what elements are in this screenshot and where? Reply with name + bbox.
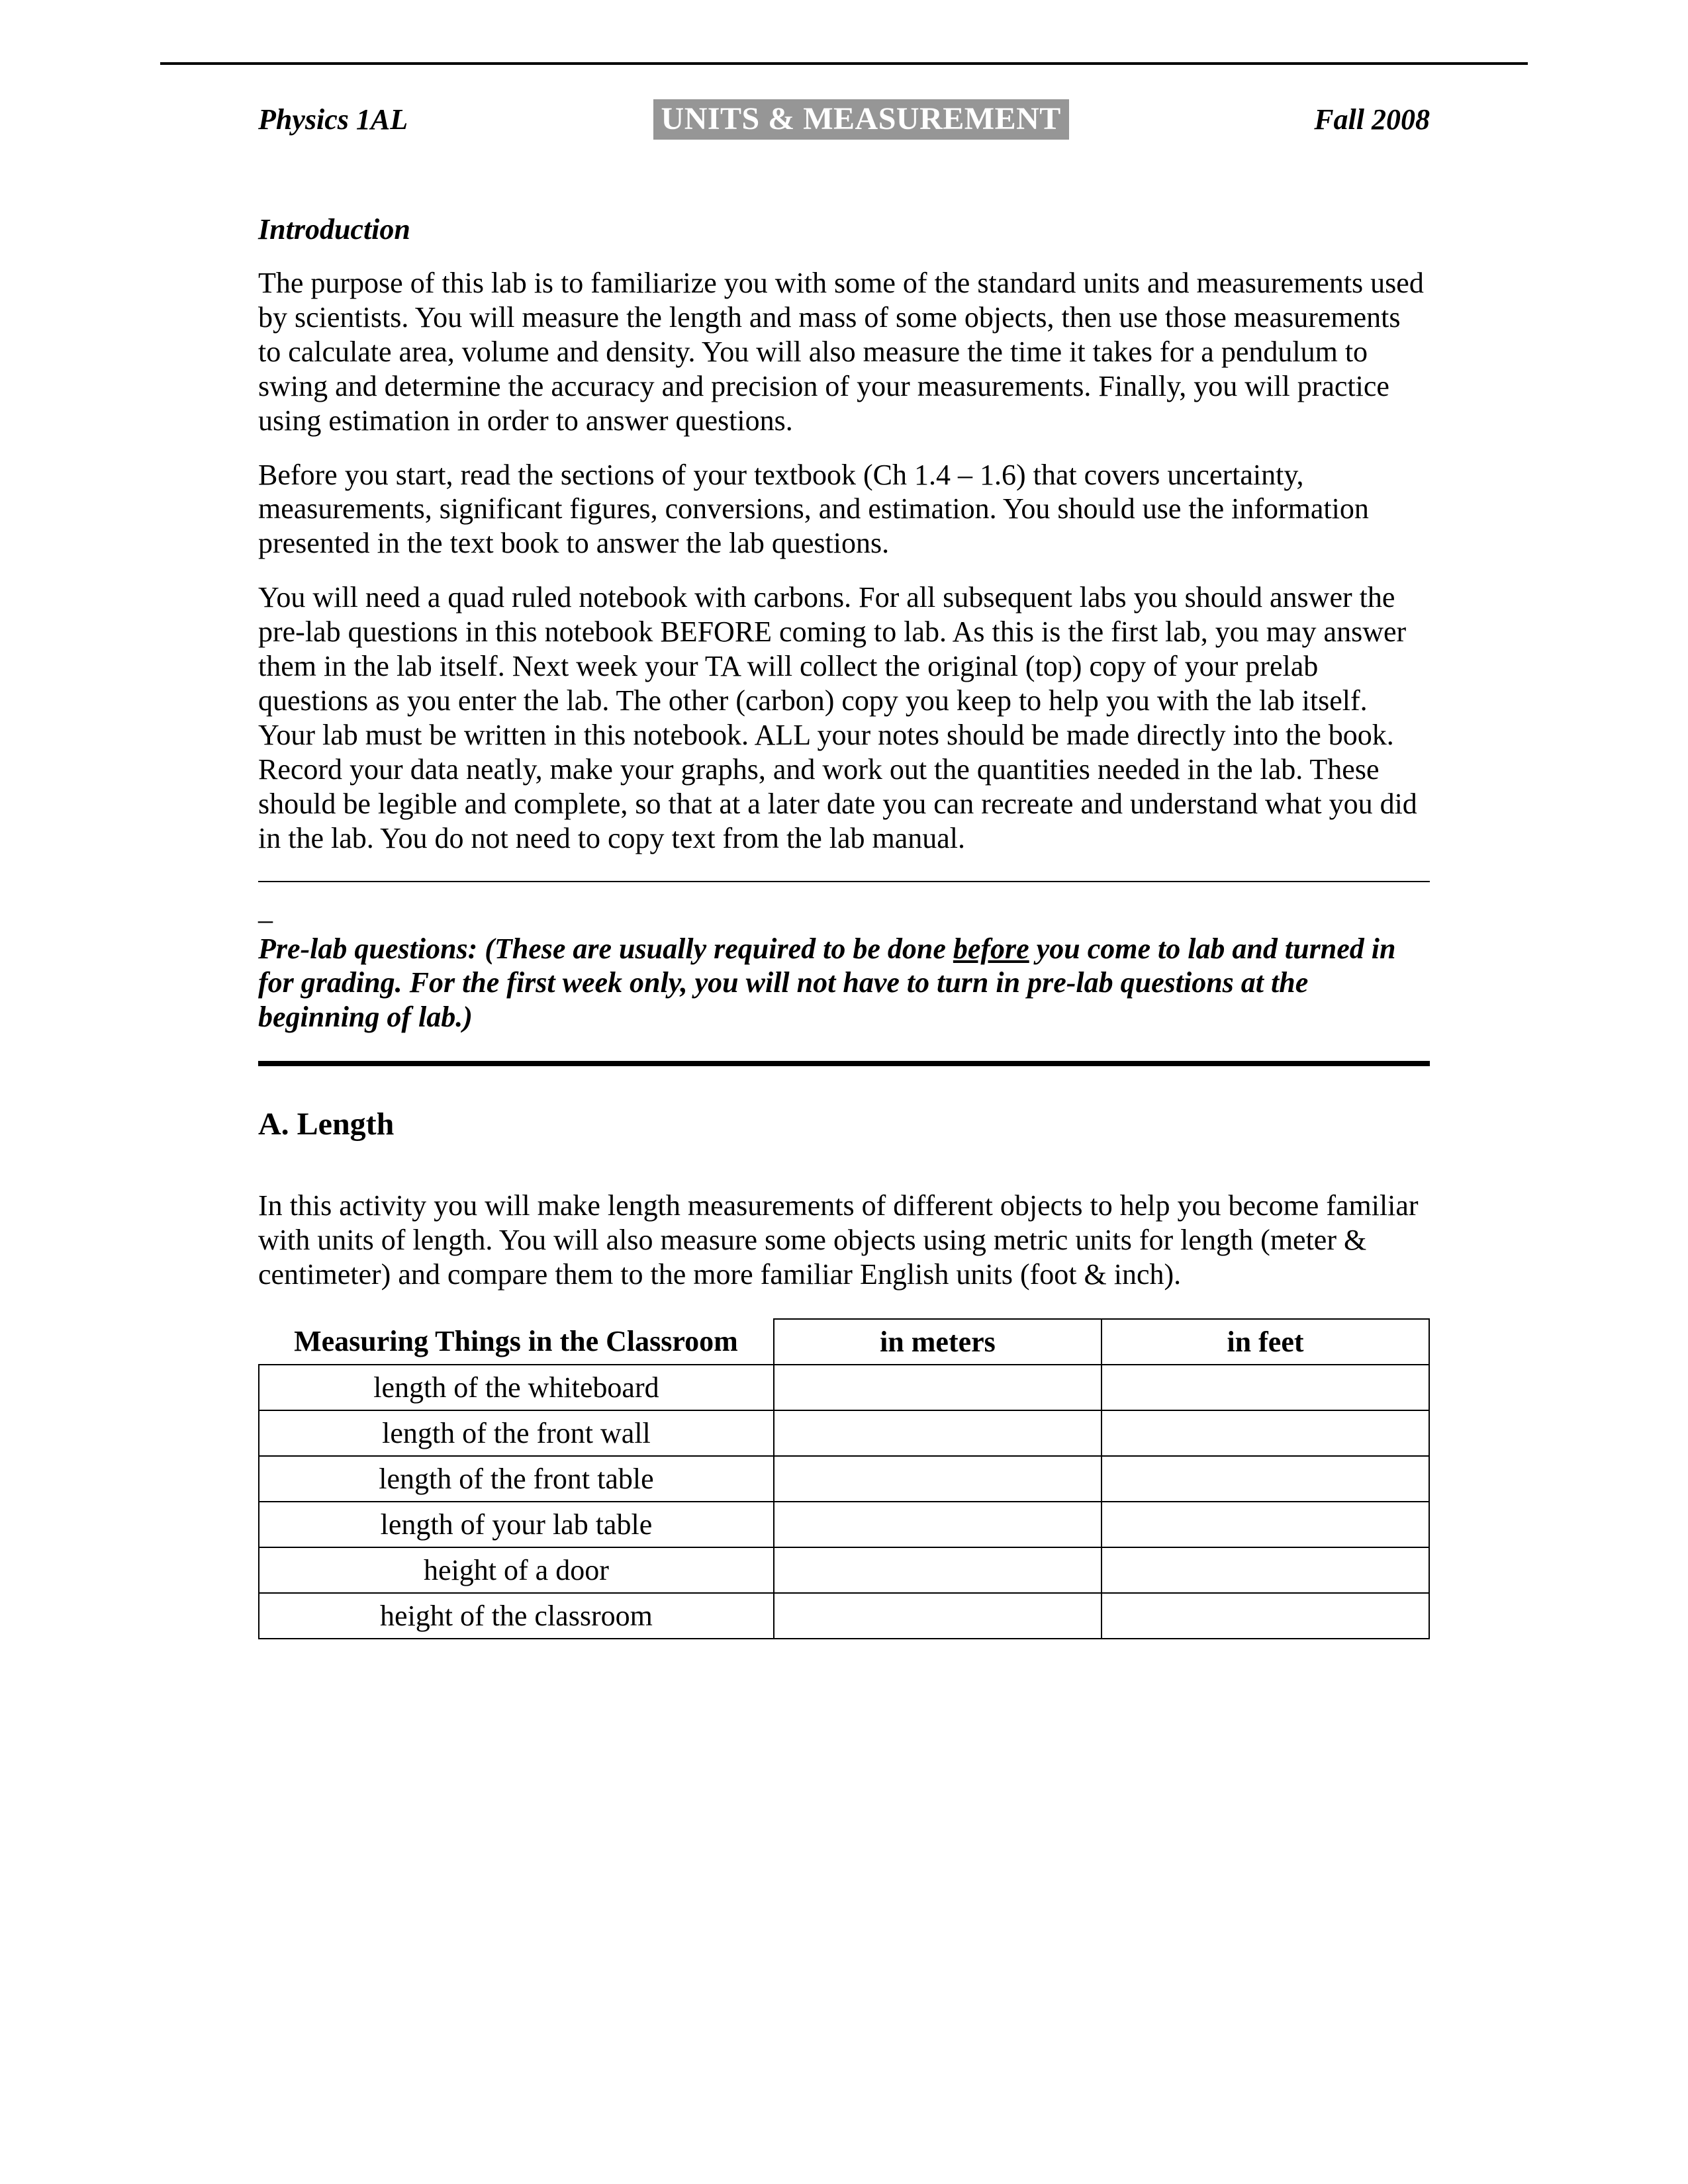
table-cell	[1102, 1456, 1429, 1502]
table-cell	[1102, 1593, 1429, 1639]
table-header-0: Measuring Things in the Classroom	[259, 1319, 774, 1365]
prelab-note: Pre-lab questions: (These are usually re…	[258, 932, 1430, 1035]
course-label: Physics 1AL	[258, 103, 408, 136]
table-cell: height of the classroom	[259, 1593, 774, 1639]
intro-paragraph-2: Before you start, read the sections of y…	[258, 458, 1430, 561]
table-row: length of the front wall	[259, 1410, 1429, 1456]
table-cell	[1102, 1547, 1429, 1593]
section-a-intro: In this activity you will make length me…	[258, 1189, 1430, 1292]
table-cell	[774, 1365, 1102, 1410]
table-header-row: Measuring Things in the Classroom in met…	[259, 1319, 1429, 1365]
prelab-note-pre: Pre-lab questions: (These are usually re…	[258, 933, 953, 965]
thin-divider	[258, 881, 1430, 882]
table-cell	[774, 1502, 1102, 1547]
section-a-heading: A. Length	[258, 1106, 1430, 1142]
intro-paragraph-3: You will need a quad ruled notebook with…	[258, 580, 1430, 855]
table-header-2: in feet	[1102, 1319, 1429, 1365]
table-row: length of your lab table	[259, 1502, 1429, 1547]
table-row: height of the classroom	[259, 1593, 1429, 1639]
intro-heading: Introduction	[258, 212, 1430, 246]
intro-paragraph-1: The purpose of this lab is to familiariz…	[258, 266, 1430, 438]
stray-dash: _	[258, 893, 1430, 927]
prelab-note-underlined: before	[953, 933, 1029, 965]
table-header-1: in meters	[774, 1319, 1102, 1365]
table-cell	[1102, 1502, 1429, 1547]
table-cell: length of the whiteboard	[259, 1365, 774, 1410]
table-cell: length of the front wall	[259, 1410, 774, 1456]
table-cell	[774, 1547, 1102, 1593]
table-cell	[774, 1593, 1102, 1639]
table-cell: length of the front table	[259, 1456, 774, 1502]
top-horizontal-rule	[160, 62, 1528, 65]
table-cell: height of a door	[259, 1547, 774, 1593]
measurement-table: Measuring Things in the Classroom in met…	[258, 1318, 1430, 1639]
table-cell	[1102, 1365, 1429, 1410]
table-cell: length of your lab table	[259, 1502, 774, 1547]
table-row: length of the front table	[259, 1456, 1429, 1502]
term-label: Fall 2008	[1314, 103, 1430, 136]
document-header: Physics 1AL UNITS & MEASUREMENT Fall 200…	[258, 99, 1430, 140]
table-row: height of a door	[259, 1547, 1429, 1593]
title-banner: UNITS & MEASUREMENT	[653, 99, 1069, 140]
table-row: length of the whiteboard	[259, 1365, 1429, 1410]
page-content: Physics 1AL UNITS & MEASUREMENT Fall 200…	[258, 99, 1430, 1639]
thick-divider	[258, 1061, 1430, 1066]
table-cell	[774, 1456, 1102, 1502]
table-cell	[774, 1410, 1102, 1456]
table-cell	[1102, 1410, 1429, 1456]
